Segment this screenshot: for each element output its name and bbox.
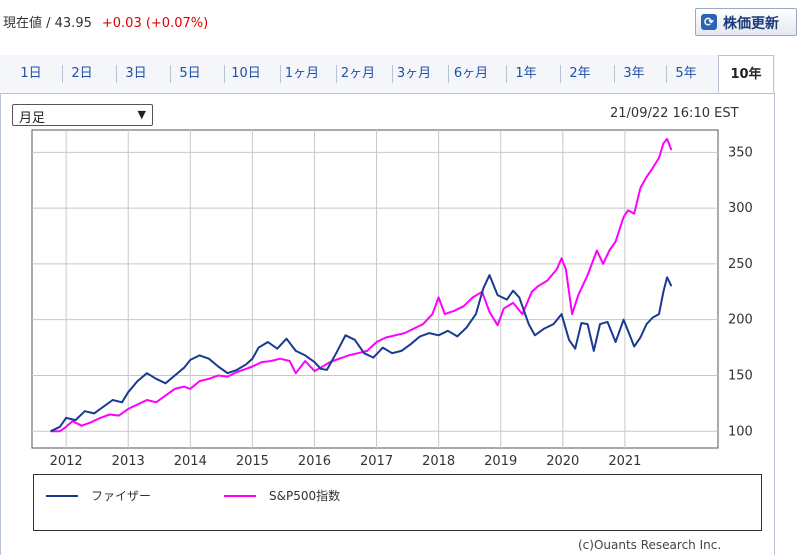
tab-5[interactable]: 10日 bbox=[224, 55, 268, 93]
tab-9[interactable]: 6ヶ月 bbox=[448, 55, 494, 93]
tab-8[interactable]: 3ヶ月 bbox=[392, 55, 436, 93]
price-change: +0.03 (+0.07%) bbox=[101, 16, 209, 31]
x-tick-label-2020: 2020 bbox=[546, 454, 579, 469]
chart-panel bbox=[0, 93, 775, 555]
timestamp: 21/09/22 16:10 EST bbox=[610, 106, 739, 121]
series-line-pfizer bbox=[50, 274, 673, 433]
current-price: 現在値 / 43.95 bbox=[3, 16, 92, 31]
series-line-sp500 bbox=[50, 137, 673, 433]
x-tick-label-2016: 2016 bbox=[298, 454, 331, 469]
plot-area bbox=[31, 129, 719, 449]
price-info: 現在値 / 43.95 +0.03 (+0.07%) bbox=[3, 12, 208, 31]
tab-6[interactable]: 1ヶ月 bbox=[280, 55, 324, 93]
y-tick-label-250: 250 bbox=[728, 257, 753, 272]
x-tick-label-2018: 2018 bbox=[422, 454, 455, 469]
y-tick-label-350: 350 bbox=[728, 145, 753, 160]
x-tick-label-2021: 2021 bbox=[608, 454, 641, 469]
legend-swatch-sp500 bbox=[224, 495, 256, 497]
x-tick-label-2017: 2017 bbox=[360, 454, 393, 469]
y-tick-label-300: 300 bbox=[728, 201, 753, 216]
tab-10[interactable]: 1年 bbox=[506, 55, 546, 93]
period-select[interactable]: 月足 ▼ bbox=[12, 104, 153, 126]
x-tick-label-2012: 2012 bbox=[50, 454, 83, 469]
refresh-icon: ⟳ bbox=[701, 14, 717, 30]
y-tick-label-100: 100 bbox=[728, 424, 753, 439]
tab-13[interactable]: 5年 bbox=[666, 55, 706, 93]
x-tick-label-2013: 2013 bbox=[112, 454, 145, 469]
chevron-down-icon: ▼ bbox=[137, 108, 146, 121]
data-credit: (c)Ouants Research Inc. bbox=[578, 538, 722, 552]
tab-12[interactable]: 3年 bbox=[614, 55, 654, 93]
tab-3[interactable]: 3日 bbox=[116, 55, 156, 93]
refresh-button[interactable]: ⟳ 株価更新 bbox=[695, 8, 797, 36]
period-select-value: 月足 bbox=[19, 111, 46, 126]
x-tick-label-2019: 2019 bbox=[484, 454, 517, 469]
y-tick-label-200: 200 bbox=[728, 313, 753, 328]
legend-label-sp500: S&P500指数 bbox=[269, 489, 341, 503]
y-tick-label-150: 150 bbox=[728, 368, 753, 383]
tab-4[interactable]: 5日 bbox=[170, 55, 210, 93]
quote-header: 現在値 / 43.95 +0.03 (+0.07%) ⟳ 株価更新 bbox=[0, 0, 800, 40]
refresh-button-label: 株価更新 bbox=[723, 16, 779, 32]
period-tabs: 1日 2日 3日 5日 10日 1ヶ月 2ヶ月 3ヶ月 6ヶ月 1年 2年 3年 5年 10年 bbox=[0, 55, 775, 94]
tab-1[interactable]: 1日 bbox=[20, 66, 42, 81]
legend-swatch-pfizer bbox=[46, 495, 78, 497]
tab-14[interactable]: 10年 bbox=[718, 55, 774, 93]
legend-label-pfizer: ファイザー bbox=[91, 489, 152, 503]
tab-2[interactable]: 2日 bbox=[62, 55, 102, 93]
tab-11[interactable]: 2年 bbox=[560, 55, 600, 93]
x-tick-label-2014: 2014 bbox=[174, 454, 207, 469]
tab-7[interactable]: 2ヶ月 bbox=[336, 55, 380, 93]
x-tick-label-2015: 2015 bbox=[236, 454, 269, 469]
chart-legend: ファイザー S&P500指数 bbox=[33, 474, 762, 531]
